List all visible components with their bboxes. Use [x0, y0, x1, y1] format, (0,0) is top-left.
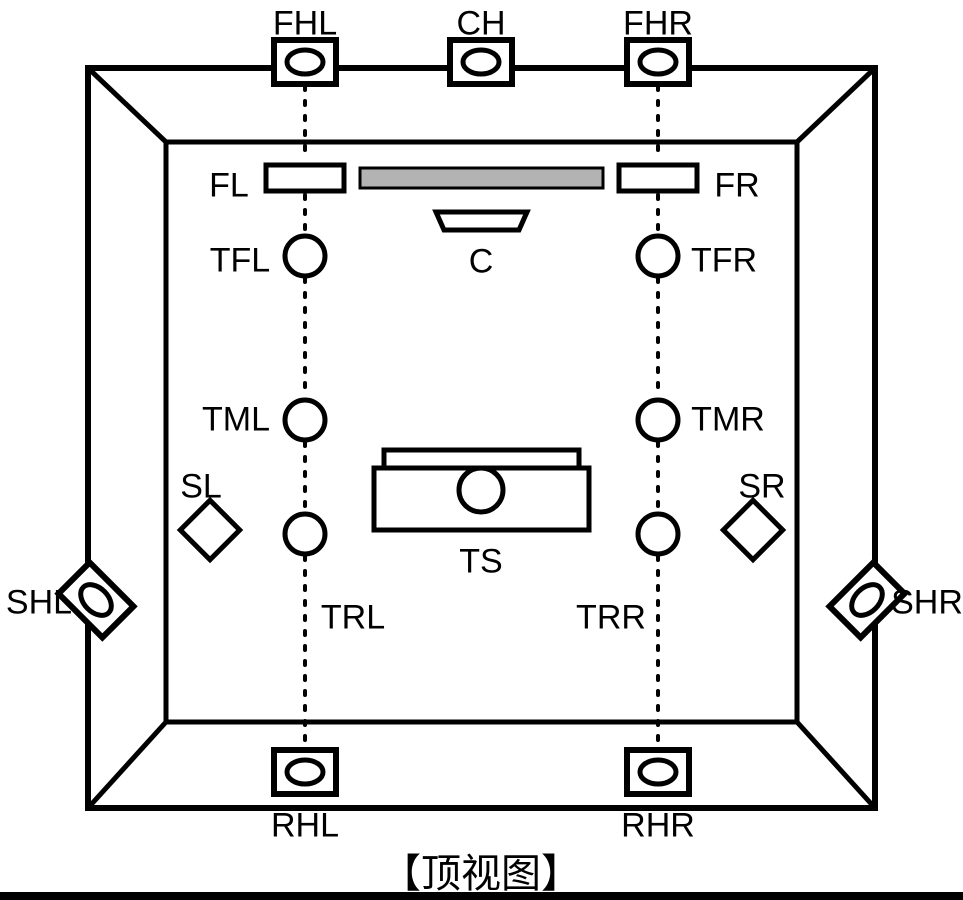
height-speaker-fhr-icon [627, 40, 689, 84]
ceiling-speaker-tml-icon [285, 400, 325, 440]
ceiling-speaker-tmr-icon [638, 400, 678, 440]
sofa-back [384, 450, 579, 468]
label-trl: TRL [321, 599, 385, 638]
screen-icon [360, 168, 603, 188]
diagram-caption: 【顶视图】 [381, 841, 581, 899]
label-fhr: FHR [623, 5, 693, 44]
label-trr: TRR [576, 599, 646, 638]
label-sl: SL [180, 468, 222, 507]
label-fhl: FHL [273, 5, 337, 44]
height-speaker-fhl-icon [274, 40, 336, 84]
speaker-layout-diagram: FHL CH FHR FL FR TFL C TFR TML TMR SL SR SHL SHR TRL TS… [0, 0, 963, 900]
label-ch: CH [456, 5, 505, 44]
listener-head-icon [459, 468, 503, 512]
ceiling-speaker-tfr-icon [638, 236, 678, 276]
label-fl: FL [209, 167, 249, 206]
label-tfl: TFL [210, 242, 270, 281]
label-rhr: RHR [621, 807, 695, 846]
label-c: C [469, 243, 494, 282]
ceiling-speaker-trr-icon [638, 514, 678, 554]
floor-speaker-fr-icon [619, 165, 697, 191]
label-tfr: TFR [691, 242, 757, 281]
height-speaker-rhr-icon [627, 750, 689, 794]
label-shl: SHL [6, 584, 72, 623]
ceiling-speaker-tfl-icon [285, 236, 325, 276]
label-ts: TS [459, 543, 502, 582]
label-sr: SR [738, 468, 785, 507]
label-tmr: TMR [691, 401, 765, 440]
center-speaker-icon [436, 212, 527, 230]
height-speaker-rhl-icon [274, 750, 336, 794]
floor-speaker-fl-icon [266, 165, 344, 191]
label-rhl: RHL [271, 807, 339, 846]
height-speaker-ch-icon [450, 40, 512, 84]
ceiling-speaker-trl-icon [285, 514, 325, 554]
diagram-svg [0, 0, 963, 900]
label-shr: SHR [891, 584, 963, 623]
label-tml: TML [202, 401, 270, 440]
label-fr: FR [714, 167, 759, 206]
